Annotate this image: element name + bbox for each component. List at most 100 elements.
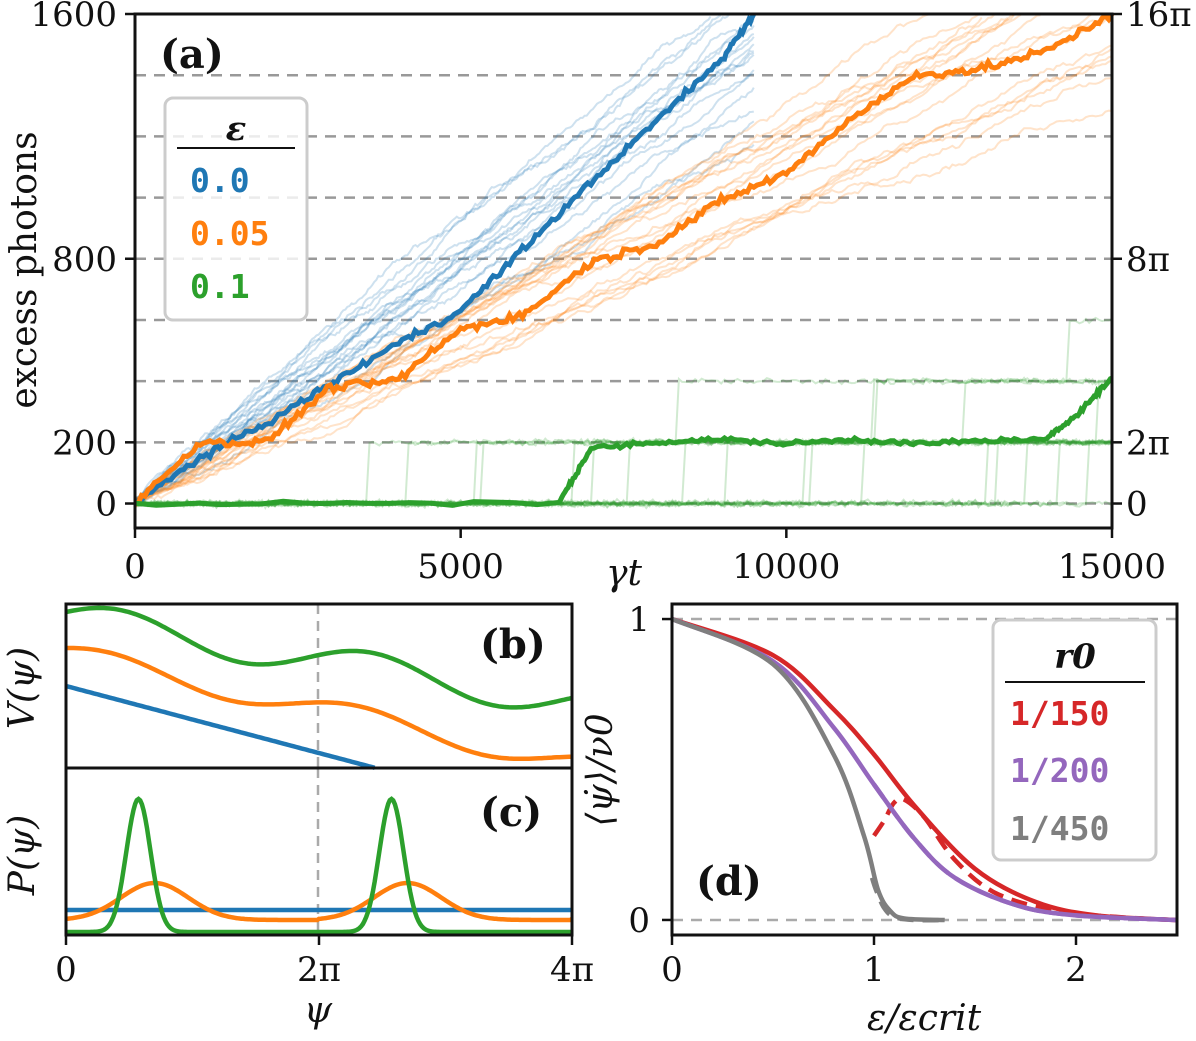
trace-0.1-15 <box>134 437 1113 508</box>
trace-0.0-3 <box>135 24 755 502</box>
trace-0.05-9 <box>134 44 1113 502</box>
sim-curve-1/450 <box>869 877 945 923</box>
panel-d-ticks: 0 1 2 0 1 <box>628 600 1086 990</box>
panel-d-frame <box>670 602 1179 937</box>
xtick-label-15000: 15000 <box>1058 547 1166 587</box>
legend-title: ε <box>226 109 247 149</box>
legend-entry-1: 1/200 <box>1010 751 1109 790</box>
ytick-label-0: 0 <box>628 901 650 941</box>
panel-a-label: (a) <box>160 31 224 78</box>
trace-0.0-2 <box>134 36 755 501</box>
ytick-label-800: 800 <box>52 240 117 280</box>
distribution-curve-0.05 <box>65 880 574 923</box>
trace-0.0-9 <box>134 72 755 502</box>
potential-curve-0.1 <box>65 605 573 710</box>
trace-0.1-17 <box>134 437 1113 509</box>
trace-0.1-16 <box>134 438 1113 509</box>
potential-curve-0.0 <box>65 683 376 770</box>
trace-0.0-15 <box>134 14 730 502</box>
trace-0.05-11 <box>134 47 1113 504</box>
potential-curve-0.05 <box>66 645 572 762</box>
sim-curve-1/200 <box>872 783 1178 923</box>
highlight-trace-0.05 <box>133 12 1115 507</box>
trace-0.0-11 <box>134 33 755 502</box>
trace-0.05-12 <box>134 55 1113 502</box>
legend-entry-1: 0.05 <box>190 214 269 253</box>
trace-0.1-4 <box>134 438 1113 510</box>
legend-entry-0: 1/150 <box>1010 694 1109 733</box>
trace-0.1-8 <box>134 437 1113 509</box>
ytick-label-1: 1 <box>628 600 650 640</box>
trace-0.05-3 <box>134 13 1016 502</box>
panel-d-curves <box>671 616 1178 923</box>
panel-b-label: (b) <box>480 621 546 668</box>
right-tick-label-0: 0 <box>1126 485 1148 525</box>
panel-a-ylabel: excess photons <box>4 131 45 408</box>
trace-0.0-14 <box>134 87 755 501</box>
ytick-label-200: 200 <box>52 423 117 463</box>
xtick-label-0: 0 <box>55 950 77 990</box>
panel-a-traces <box>133 12 1115 511</box>
panel-d-ylabel: ⟨ψ̇⟩/ν0 <box>580 713 621 826</box>
trace-0.0-8 <box>134 20 755 503</box>
panel-d-xlabel: ε/εcrit <box>867 998 982 1039</box>
trace-0.1-0 <box>134 439 1113 511</box>
panel-a-ticks: 0 5000 10000 15000 0 200 800 1600 0 2π 8π 16π <box>30 0 1191 587</box>
panel-a-xlabel: γt <box>606 553 643 594</box>
trace-0.05-5 <box>134 13 940 503</box>
trace-0.0-17 <box>134 49 754 503</box>
right-tick-label-200: 2π <box>1126 423 1170 463</box>
legend-entry-0: 0.0 <box>190 161 250 200</box>
trace-0.0-16 <box>134 110 754 505</box>
trace-0.1-13 <box>134 439 1113 510</box>
legend-title: r0 <box>1054 637 1096 677</box>
panel-a-legend: ε 0.0 0.05 0.1 <box>163 96 309 322</box>
xtick-label-1: 1 <box>863 950 885 990</box>
distribution-curve-0.1 <box>66 796 572 935</box>
panel-d: 0 1 2 0 1 (d) ⟨ψ̇⟩/ν0 ε/εcrit r0 1/150 1/200… <box>580 600 1179 1039</box>
ytick-label-1600: 1600 <box>30 0 117 35</box>
xtick-label-2: 2 <box>1065 950 1087 990</box>
panel-c-ticks: 0 2π 4π <box>55 935 594 990</box>
xtick-label-1: 2π <box>297 950 341 990</box>
trace-0.1-14 <box>134 439 1113 509</box>
panel-d-label: (d) <box>696 858 762 905</box>
panel-b-curves <box>65 605 573 770</box>
xtick-label-5000: 5000 <box>417 547 504 587</box>
highlight-trace-0.0 <box>133 12 757 505</box>
ytick-label-0: 0 <box>95 485 117 525</box>
trace-0.0-4 <box>134 51 755 504</box>
right-tick-label-800: 8π <box>1126 240 1170 280</box>
xtick-label-10000: 10000 <box>732 547 840 587</box>
panel-c-label: (c) <box>480 789 542 836</box>
panel-d-legend: r0 1/150 1/200 1/450 <box>991 618 1158 862</box>
panel-b: (b) V(ψ) <box>2 602 574 770</box>
trace-0.05-17 <box>134 13 980 501</box>
panel-c: 0 2π 4π (c) P(ψ) ψ <box>2 766 594 1031</box>
trace-0.05-8 <box>134 17 1009 503</box>
panel-c-ylabel: P(ψ) <box>2 815 43 897</box>
panel-a: 0 5000 10000 15000 0 200 800 1600 0 2π 8π 16π (a) e… <box>4 0 1192 594</box>
trace-0.05-10 <box>134 16 983 501</box>
panel-c-curves <box>65 796 574 935</box>
trace-0.1-11 <box>134 437 1113 508</box>
xtick-label-0: 0 <box>124 547 146 587</box>
legend-box <box>991 618 1158 862</box>
trace-0.0-0 <box>134 14 722 502</box>
trace-0.1-5 <box>134 437 1113 510</box>
trace-0.1-3 <box>134 437 1113 510</box>
right-tick-label-1600: 16π <box>1126 0 1192 35</box>
panel-a-frame <box>133 12 1114 530</box>
trace-0.1-10 <box>134 437 1113 509</box>
highlight-trace-0.1 <box>134 375 1114 508</box>
trace-0.0-6 <box>134 15 712 502</box>
legend-entry-2: 0.1 <box>190 267 250 306</box>
xtick-label-2: 4π <box>550 950 594 990</box>
trace-0.0-5 <box>134 144 755 502</box>
trace-0.05-4 <box>134 109 1113 503</box>
xtick-label-0: 0 <box>661 950 683 990</box>
legend-box <box>163 96 309 322</box>
panel-c-xlabel: ψ <box>304 990 333 1031</box>
trace-0.05-0 <box>134 77 1113 504</box>
